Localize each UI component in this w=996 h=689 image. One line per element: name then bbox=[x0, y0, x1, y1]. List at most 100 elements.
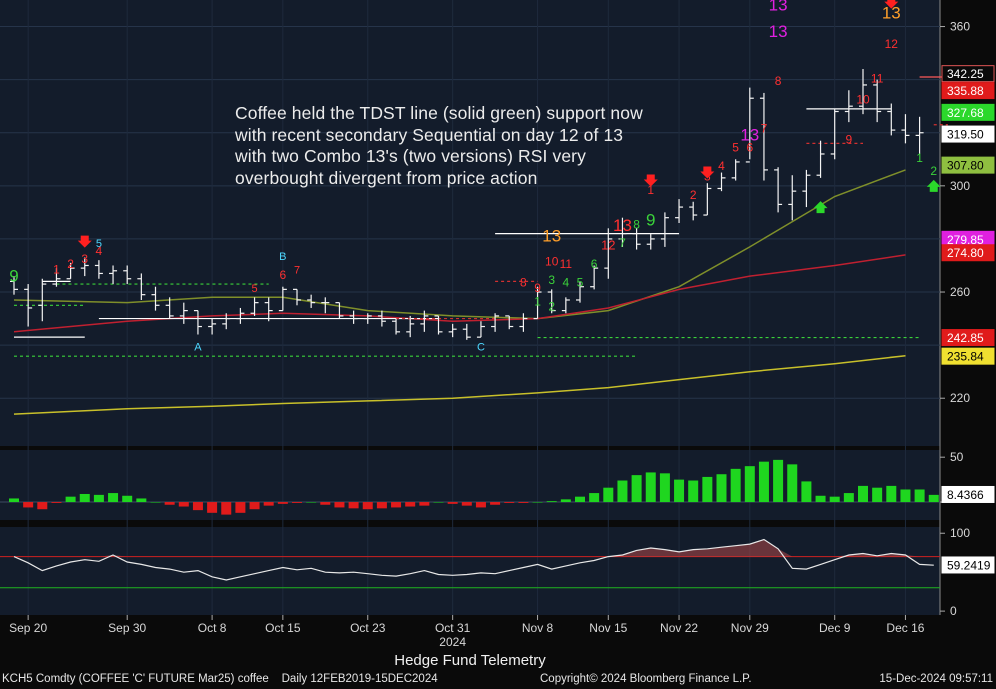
down-arrow-icon bbox=[77, 235, 92, 248]
signal-arrows bbox=[77, 0, 941, 248]
ohlc-bar bbox=[462, 323, 471, 340]
ohlc-bar bbox=[519, 313, 528, 332]
histogram-bar bbox=[914, 489, 925, 503]
year-label: 2024 bbox=[439, 635, 466, 649]
ohlc-bar bbox=[859, 69, 867, 115]
ohlc-bar bbox=[24, 284, 33, 327]
ohlc-bar bbox=[745, 87, 754, 163]
price-axis-tag: 342.25 bbox=[941, 65, 995, 83]
ohlc-bar bbox=[547, 289, 556, 314]
sequential-count-label: 4 bbox=[718, 159, 725, 173]
down-arrow-icon bbox=[700, 166, 715, 179]
price-axis-tag: 335.88 bbox=[941, 82, 995, 100]
sequential-count-label: 6 bbox=[280, 268, 287, 282]
sequential-count-label: 1 bbox=[534, 294, 541, 308]
sequential-count-label: 8 bbox=[633, 217, 640, 231]
rsi-overbought-area bbox=[14, 539, 934, 557]
histogram-bar bbox=[787, 464, 798, 503]
ohlc-bar bbox=[618, 217, 627, 247]
label-text: 279.85 bbox=[947, 233, 984, 247]
ohlc-bar bbox=[604, 228, 613, 279]
histogram-bar bbox=[872, 487, 883, 503]
ohlc-bar bbox=[377, 310, 386, 327]
sequential-count-label: 8 bbox=[520, 276, 527, 290]
ohlc-bar bbox=[660, 212, 669, 247]
histogram-bar bbox=[532, 502, 543, 503]
time-tick-label: Sep 20 bbox=[9, 621, 47, 635]
ohlc-bar bbox=[208, 318, 217, 335]
histogram-bar bbox=[164, 502, 175, 505]
sequential-count-label: 2 bbox=[690, 188, 697, 202]
sequential-count-label: 13 bbox=[613, 216, 632, 235]
histogram-bar bbox=[348, 502, 359, 509]
histogram-bar bbox=[433, 502, 444, 503]
histogram-bar bbox=[617, 480, 628, 503]
ohlc-bar bbox=[109, 265, 118, 285]
down-arrow-icon bbox=[884, 0, 899, 9]
price-axis-tag: 235.84 bbox=[941, 347, 995, 365]
footer-timestamp: 15-Dec-2024 09:57:11 bbox=[879, 673, 993, 685]
histogram-bar bbox=[320, 502, 331, 505]
histogram-bar bbox=[447, 502, 458, 504]
sequential-count-label: 2 bbox=[67, 257, 74, 271]
price-axis-tag: 242.85 bbox=[941, 329, 995, 347]
ohlc-bar bbox=[434, 315, 443, 335]
sequential-count-label: 3 bbox=[81, 252, 88, 266]
ohlc-bar bbox=[363, 313, 372, 324]
ohlc-bar bbox=[38, 278, 47, 322]
ohlc-bar bbox=[250, 297, 259, 316]
histogram-bar bbox=[37, 502, 48, 510]
sequential-count-label: 9 bbox=[534, 281, 541, 295]
histogram-bar bbox=[79, 493, 90, 503]
histogram-bar bbox=[263, 502, 274, 506]
sequential-count-label: 5 bbox=[732, 140, 739, 154]
ohlc-bar bbox=[10, 276, 18, 295]
label-box bbox=[941, 156, 995, 174]
sequential-count-label: 11 bbox=[560, 257, 573, 271]
sequential-count-label: 9 bbox=[646, 211, 655, 230]
rsi-tick-label: 0 bbox=[950, 604, 957, 618]
label-box bbox=[941, 556, 995, 574]
histogram-bar bbox=[391, 502, 402, 508]
label-box bbox=[941, 125, 995, 143]
histogram-bar bbox=[744, 466, 755, 503]
sequential-count-label: 12 bbox=[601, 238, 615, 253]
ohlc-bar bbox=[151, 286, 160, 311]
histogram-bar bbox=[405, 502, 416, 507]
sequential-count-label: 5 bbox=[251, 283, 257, 295]
histogram-bar bbox=[461, 502, 472, 506]
time-tick-label: Dec 9 bbox=[819, 621, 851, 635]
time-tick-label: Dec 16 bbox=[886, 621, 924, 635]
histogram-bar bbox=[730, 468, 741, 503]
label-box bbox=[941, 65, 995, 83]
sequential-count-label: 13 bbox=[769, 22, 788, 41]
label-box bbox=[941, 82, 995, 100]
time-tick-label: Nov 22 bbox=[660, 621, 698, 635]
ohlc-bar bbox=[307, 294, 316, 308]
histogram-bar bbox=[560, 499, 571, 503]
ohlc-bar bbox=[774, 167, 783, 213]
ohlc-bar bbox=[137, 273, 146, 300]
label-box bbox=[941, 103, 995, 121]
sequential-count-label: 13 bbox=[769, 0, 788, 15]
histogram-bar bbox=[829, 496, 840, 503]
annotation-line: overbought divergent from price action bbox=[235, 167, 538, 188]
ohlc-bar bbox=[335, 302, 344, 319]
histogram-bar bbox=[504, 502, 515, 503]
time-tick-label: Oct 8 bbox=[198, 621, 227, 635]
histogram-bar bbox=[108, 493, 119, 503]
sequential-count-label: A bbox=[194, 341, 202, 353]
footer-copyright: Copyright© 2024 Bloomberg Finance L.P. bbox=[540, 673, 752, 685]
histogram-bar bbox=[659, 473, 670, 503]
sequential-count-label: 7 bbox=[294, 264, 300, 276]
ohlc-bar bbox=[278, 286, 287, 312]
sequential-count-label: 13 bbox=[882, 4, 901, 23]
histogram-bar bbox=[207, 502, 218, 513]
sequential-count-label: 5 bbox=[96, 238, 102, 250]
footer-instrument: KCH5 Comdty (COFFEE 'C' FUTURE Mar25) co… bbox=[2, 673, 438, 685]
ohlc-bar bbox=[179, 302, 188, 324]
label-text: 307.80 bbox=[947, 159, 984, 173]
sequential-count-label: 7 bbox=[619, 236, 626, 250]
ohlc-bar bbox=[392, 318, 401, 335]
histogram-bar bbox=[645, 472, 656, 503]
